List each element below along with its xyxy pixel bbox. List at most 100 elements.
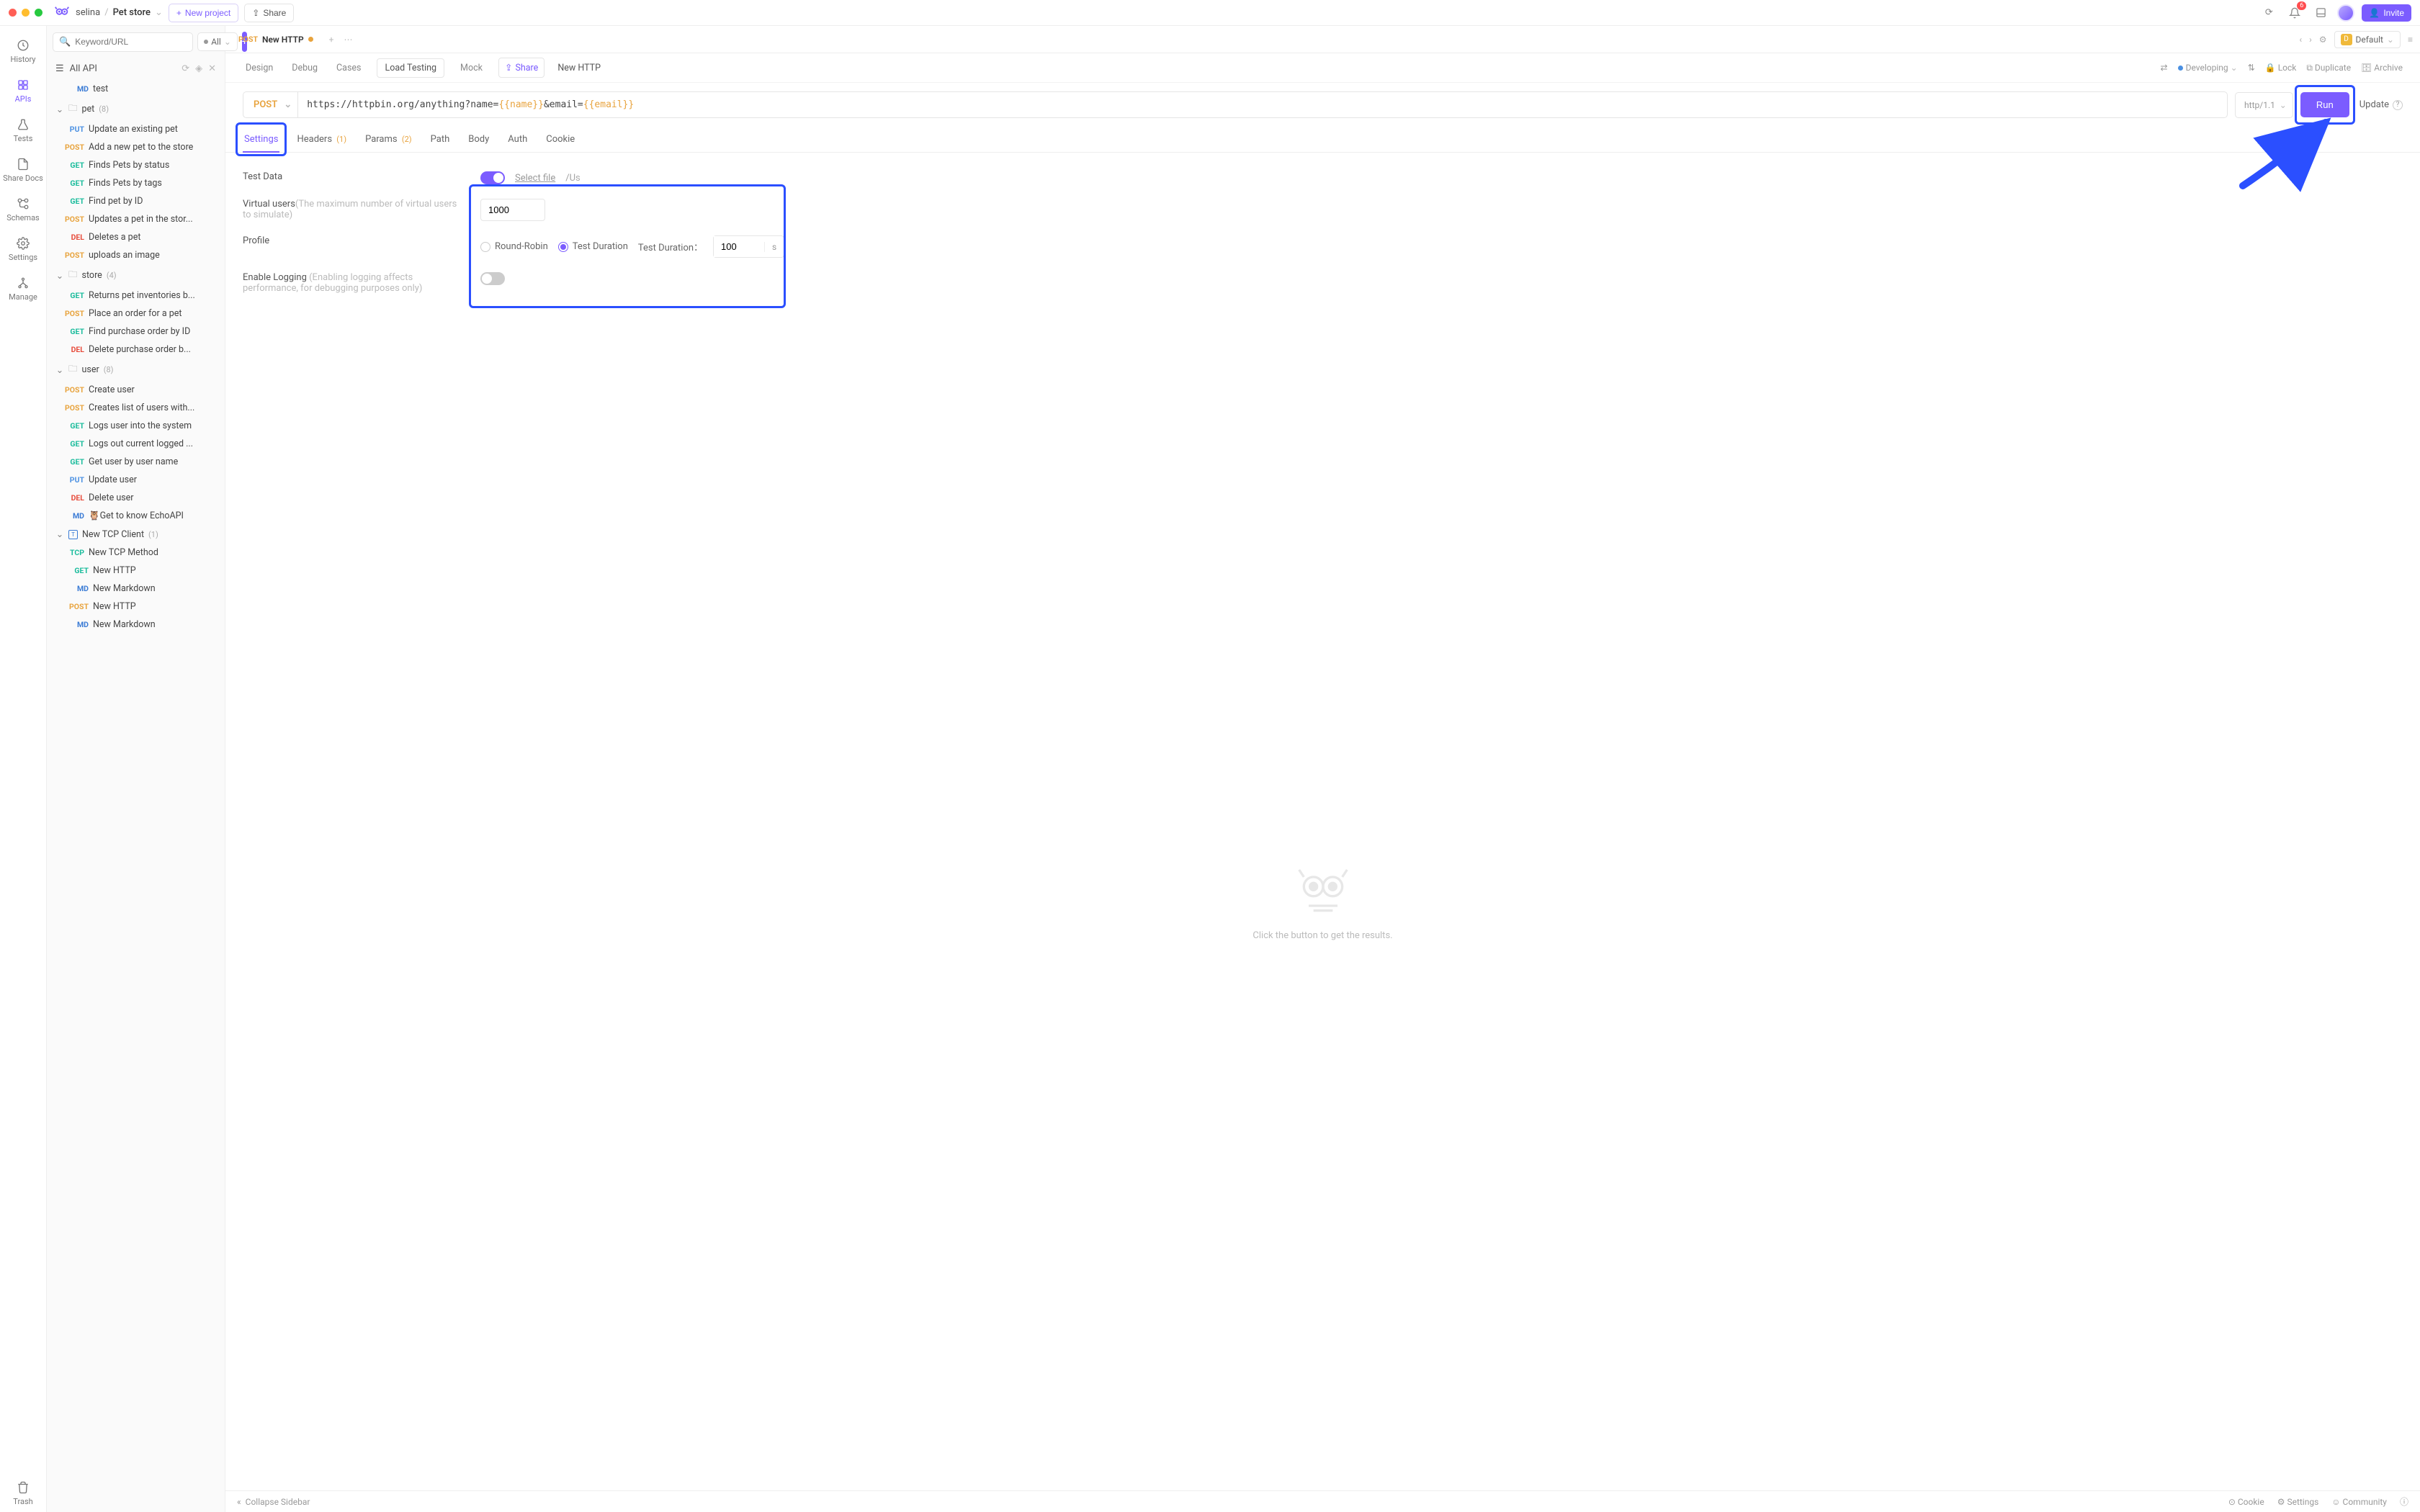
subtab-params[interactable]: Params (2) bbox=[364, 127, 413, 152]
method-select[interactable]: POST bbox=[243, 91, 297, 118]
tree-item[interactable]: GETFinds Pets by status bbox=[47, 156, 225, 174]
subtab-headers[interactable]: Headers (1) bbox=[295, 127, 348, 152]
url-input[interactable]: https://httpbin.org/anything?name={{name… bbox=[297, 91, 2228, 118]
env-gear-icon[interactable]: ⚙ bbox=[2319, 35, 2327, 45]
tree-item[interactable]: GETLogs user into the system bbox=[47, 417, 225, 435]
nav-back-icon[interactable]: ‹ bbox=[2300, 35, 2303, 45]
tab-active[interactable]: POST New HTTP bbox=[233, 32, 319, 48]
chevron-down-icon[interactable]: ⌄ bbox=[155, 7, 163, 18]
profile-test-duration-radio[interactable]: Test Duration bbox=[558, 241, 628, 252]
lock-action[interactable]: 🔒 Lock bbox=[2265, 63, 2297, 73]
project-name[interactable]: Pet store bbox=[113, 7, 151, 18]
subtab-settings[interactable]: Settings bbox=[243, 127, 279, 152]
tb-load-testing[interactable]: Load Testing bbox=[377, 58, 444, 78]
rail-manage[interactable]: Manage bbox=[0, 271, 46, 307]
tree-item[interactable]: MDNew Markdown bbox=[47, 580, 225, 598]
tree-folder[interactable]: ⌄🗀user(8) bbox=[47, 359, 225, 381]
tree-item[interactable]: POSTNew HTTP bbox=[47, 598, 225, 616]
statusbar-cookie[interactable]: ⊙ Cookie bbox=[2228, 1497, 2264, 1507]
refresh-icon[interactable]: ⟳ bbox=[182, 63, 189, 74]
statusbar-community[interactable]: ☺ Community bbox=[2331, 1497, 2387, 1507]
share-button[interactable]: ⇪ Share bbox=[244, 4, 294, 22]
tree-item[interactable]: POSTCreates list of users with... bbox=[47, 399, 225, 417]
update-link[interactable]: Update ? bbox=[2360, 99, 2403, 110]
tree-folder[interactable]: ⌄🗀pet(8) bbox=[47, 98, 225, 120]
tree-item[interactable]: DELDelete user bbox=[47, 489, 225, 507]
rail-share-docs[interactable]: Share Docs bbox=[0, 152, 46, 189]
tb-cases[interactable]: Cases bbox=[333, 58, 364, 78]
tree-item[interactable]: GETGet user by user name bbox=[47, 453, 225, 471]
tree-item[interactable]: MDtest bbox=[47, 80, 225, 98]
panel-icon[interactable] bbox=[2311, 4, 2330, 22]
rail-tests[interactable]: Tests bbox=[0, 112, 46, 149]
duration-input[interactable] bbox=[714, 236, 764, 257]
rail-history[interactable]: History bbox=[0, 33, 46, 70]
tree-item[interactable]: GETFind pet by ID bbox=[47, 192, 225, 210]
protocol-select[interactable]: http/1.1 bbox=[2235, 92, 2293, 118]
maximize-window[interactable] bbox=[35, 9, 42, 17]
virtual-users-input[interactable] bbox=[480, 199, 545, 221]
search-input[interactable] bbox=[75, 37, 187, 47]
rail-apis[interactable]: APIs bbox=[0, 73, 46, 109]
tb-design[interactable]: Design bbox=[243, 58, 276, 78]
tree-item[interactable]: GETNew HTTP bbox=[47, 562, 225, 580]
environment-selector[interactable]: D Default ⌄ bbox=[2334, 31, 2401, 48]
tree-item[interactable]: POSTCreate user bbox=[47, 381, 225, 399]
tb-share[interactable]: ⇪ Share bbox=[498, 58, 544, 78]
sync-icon[interactable]: ⟳ bbox=[2259, 4, 2278, 22]
tree-item[interactable]: DELDelete purchase order b... bbox=[47, 341, 225, 359]
tree-item[interactable]: DELDeletes a pet bbox=[47, 228, 225, 246]
new-project-button[interactable]: + New project bbox=[169, 4, 238, 22]
notifications-icon[interactable]: 6 bbox=[2285, 4, 2304, 22]
tree-item[interactable]: GETLogs out current logged ... bbox=[47, 435, 225, 453]
tree-item[interactable]: PUTUpdate user bbox=[47, 471, 225, 489]
minimize-window[interactable] bbox=[22, 9, 30, 17]
code-gen-icon[interactable]: ⇄ bbox=[2161, 63, 2168, 73]
rail-settings[interactable]: Settings bbox=[0, 231, 46, 268]
tree-item[interactable]: POSTAdd a new pet to the store bbox=[47, 138, 225, 156]
nav-forward-icon[interactable]: › bbox=[2309, 35, 2312, 45]
tb-debug[interactable]: Debug bbox=[289, 58, 321, 78]
tree-item[interactable]: MD🦉Get to know EchoAPI bbox=[47, 507, 225, 525]
close-icon[interactable]: ✕ bbox=[208, 63, 216, 74]
status-dropdown[interactable]: Developing ⌄ bbox=[2178, 63, 2238, 73]
sort-icon[interactable]: ⇅ bbox=[2248, 63, 2255, 73]
subtab-auth[interactable]: Auth bbox=[506, 127, 529, 152]
close-window[interactable] bbox=[9, 9, 17, 17]
logging-toggle[interactable] bbox=[480, 272, 505, 285]
tree-item[interactable]: POSTUpdates a pet in the stor... bbox=[47, 210, 225, 228]
rail-trash[interactable]: Trash bbox=[0, 1475, 46, 1512]
duplicate-action[interactable]: ⧉ Duplicate bbox=[2306, 63, 2351, 73]
tab-menu-icon[interactable]: ⋯ bbox=[344, 35, 352, 45]
statusbar-settings[interactable]: ⚙ Settings bbox=[2277, 1497, 2319, 1507]
tree-item[interactable]: POSTuploads an image bbox=[47, 246, 225, 264]
tree-item[interactable]: GETFinds Pets by tags bbox=[47, 174, 225, 192]
menu-icon[interactable]: ≡ bbox=[2408, 35, 2413, 45]
tree-item[interactable]: TCPNew TCP Method bbox=[47, 544, 225, 562]
new-tab-button[interactable]: + bbox=[325, 35, 339, 45]
invite-button[interactable]: 👤 Invite bbox=[2362, 4, 2411, 22]
tree-item[interactable]: PUTUpdate an existing pet bbox=[47, 120, 225, 138]
search-input-wrapper[interactable]: 🔍 bbox=[53, 32, 193, 52]
subtab-body[interactable]: Body bbox=[467, 127, 490, 152]
run-button[interactable]: Run bbox=[2300, 92, 2349, 117]
statusbar-help-icon[interactable]: ⓘ bbox=[2400, 1495, 2408, 1508]
tree-item[interactable]: GETReturns pet inventories b... bbox=[47, 287, 225, 305]
user-avatar[interactable] bbox=[2337, 4, 2354, 22]
test-data-toggle[interactable] bbox=[480, 171, 505, 184]
tree-item[interactable]: GETFind purchase order by ID bbox=[47, 323, 225, 341]
workspace-name[interactable]: selina bbox=[76, 7, 100, 18]
tb-mock[interactable]: Mock bbox=[457, 58, 485, 78]
tree-item[interactable]: MDNew Markdown bbox=[47, 616, 225, 634]
tree-item[interactable]: POSTPlace an order for a pet bbox=[47, 305, 225, 323]
rail-schemas[interactable]: Schemas bbox=[0, 192, 46, 228]
archive-action[interactable]: 🗄 Archive bbox=[2361, 63, 2403, 73]
profile-round-robin-radio[interactable]: Round-Robin bbox=[480, 241, 548, 252]
tree-folder[interactable]: ⌄🗀store(4) bbox=[47, 264, 225, 287]
locate-icon[interactable]: ◈ bbox=[195, 63, 202, 74]
select-file-link[interactable]: Select file bbox=[515, 173, 555, 184]
tree-folder[interactable]: ⌄TNew TCP Client(1) bbox=[47, 525, 225, 544]
collapse-sidebar[interactable]: « Collapse Sidebar bbox=[237, 1497, 310, 1507]
subtab-path[interactable]: Path bbox=[429, 127, 452, 152]
subtab-cookie[interactable]: Cookie bbox=[544, 127, 576, 152]
